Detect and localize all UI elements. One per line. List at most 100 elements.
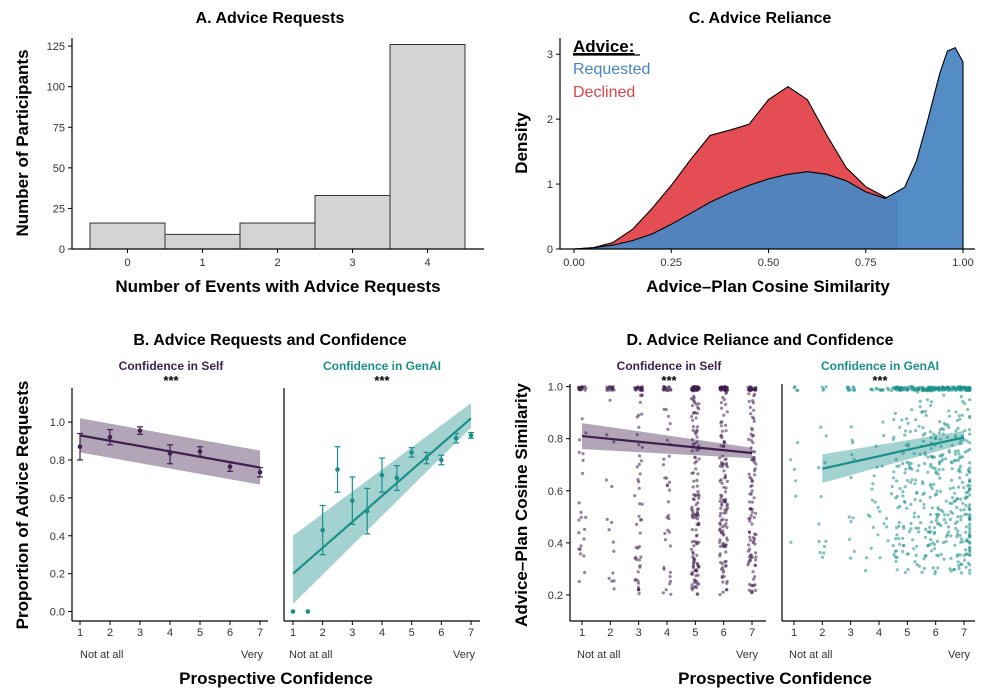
d-point [937, 468, 941, 472]
d-point [963, 402, 967, 406]
d-point [963, 429, 967, 433]
d-point [694, 459, 699, 464]
d-point [937, 431, 941, 435]
d-point [947, 425, 951, 429]
d-point [914, 478, 918, 482]
d-point [903, 485, 907, 489]
d-point [640, 502, 644, 506]
d-point [956, 458, 960, 463]
b-f0-xtick-label: 5 [197, 627, 203, 639]
a-xtick-label: 3 [349, 257, 355, 269]
d-point [696, 472, 700, 476]
d-point [661, 591, 665, 595]
d-point [957, 485, 961, 489]
d-f1-xtick-label: 2 [819, 627, 825, 639]
d-point [721, 454, 725, 458]
d-point [936, 506, 940, 510]
d-point [692, 396, 696, 400]
d-point [953, 449, 958, 453]
d-point [577, 518, 581, 522]
a-xtick-label: 1 [199, 257, 205, 269]
d-point [955, 506, 959, 510]
d-point [719, 496, 723, 500]
b-point [439, 457, 444, 463]
d-point [965, 439, 969, 443]
d-point [930, 506, 934, 510]
d-point [792, 386, 796, 390]
d-point [929, 520, 934, 524]
d-point [666, 414, 671, 418]
d-point [752, 417, 756, 421]
panel-b-xlabel: Prospective Confidence [179, 669, 373, 688]
d-point [638, 565, 642, 569]
d-point [895, 494, 899, 498]
d-point [907, 530, 912, 534]
d-point [947, 414, 952, 418]
d-point [640, 385, 644, 389]
d-point [666, 514, 671, 518]
d-point [849, 425, 853, 429]
d-point [754, 551, 758, 555]
d-point [661, 387, 665, 391]
d-point [847, 515, 851, 519]
a-ytick-label: 100 [47, 82, 65, 94]
d-point [796, 441, 800, 445]
d-fit-line [822, 436, 965, 470]
d-point [720, 575, 724, 580]
d-point [750, 510, 755, 514]
d-point [824, 385, 828, 389]
d-point [901, 451, 905, 455]
d-point [750, 507, 754, 511]
d-point [949, 534, 953, 538]
panel-d-confidence-reliance: D. Advice Reliance and Confidence Confid… [512, 332, 975, 688]
b-f0-xtick-label: 7 [257, 627, 263, 639]
d-point [892, 418, 896, 422]
d-point [751, 441, 755, 445]
d-point [720, 481, 724, 485]
d-point [584, 515, 588, 520]
d-point [918, 452, 922, 456]
b-point [197, 449, 203, 454]
d-point [747, 588, 751, 592]
d-point [967, 428, 972, 432]
d-point [692, 560, 696, 564]
d-point [753, 575, 757, 579]
d-point [959, 497, 963, 501]
d-point [636, 478, 640, 482]
d-point [914, 553, 918, 558]
d-point [754, 555, 758, 559]
d-point [823, 461, 827, 465]
d-f1-xtick-label: 1 [791, 627, 797, 639]
hist-bar-3 [314, 194, 391, 250]
d-point [639, 459, 644, 463]
d-point [849, 476, 853, 480]
d-point [926, 455, 930, 459]
d-point [942, 427, 946, 432]
d-point [752, 515, 756, 520]
d-f1-xtick-label: 3 [848, 627, 854, 639]
d-point [695, 533, 699, 537]
d-point [848, 537, 852, 541]
d-point [666, 427, 670, 431]
d-point [941, 467, 945, 471]
c-xtick-label: 0.50 [758, 257, 779, 269]
d-point [878, 556, 882, 560]
d-point [662, 565, 666, 570]
d-point [849, 556, 853, 560]
d-point [893, 411, 898, 415]
b-f0-xtick-label: 3 [137, 627, 143, 639]
d-point [939, 508, 943, 512]
d-point [935, 489, 939, 493]
d-point [922, 491, 927, 495]
d-point [721, 568, 725, 572]
d-point [635, 465, 639, 469]
d-point [942, 421, 946, 425]
d-point [725, 410, 729, 414]
d-point [968, 530, 972, 534]
d-point [942, 518, 947, 522]
d-point [691, 471, 696, 475]
d-point [916, 526, 921, 530]
d-point [847, 388, 851, 392]
b-point [137, 428, 143, 433]
d-point [577, 438, 582, 442]
